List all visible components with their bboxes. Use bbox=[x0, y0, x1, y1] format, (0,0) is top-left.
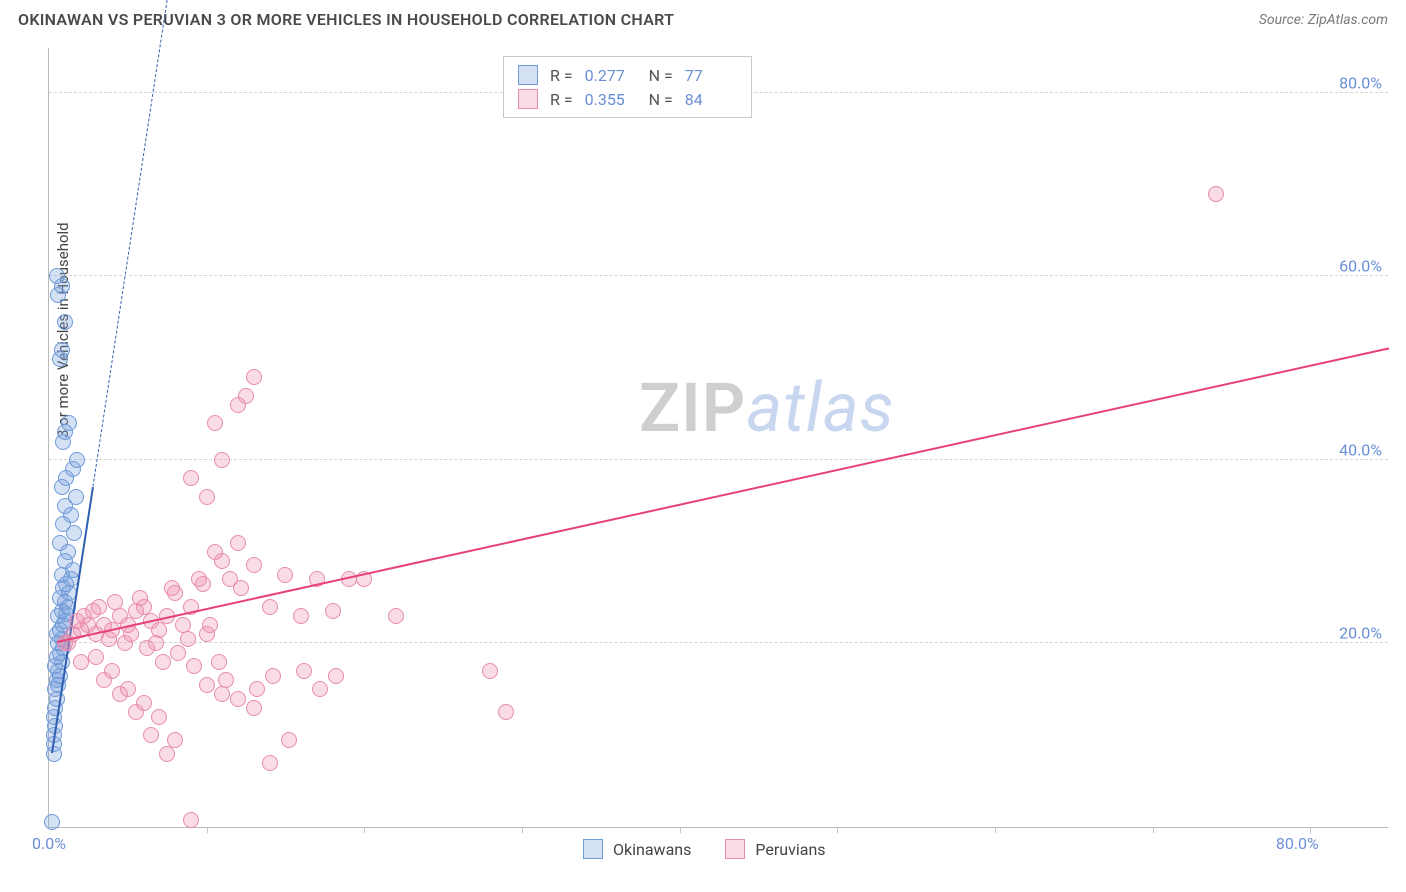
data-point bbox=[199, 677, 215, 693]
data-point bbox=[328, 668, 344, 684]
regression-dash bbox=[93, 1, 168, 487]
x-tick bbox=[207, 827, 208, 833]
data-point bbox=[1208, 186, 1224, 202]
data-point bbox=[214, 452, 230, 468]
data-point bbox=[238, 388, 254, 404]
data-point bbox=[61, 415, 77, 431]
data-point bbox=[211, 654, 227, 670]
data-point bbox=[49, 268, 65, 284]
data-point bbox=[159, 746, 175, 762]
data-point bbox=[265, 668, 281, 684]
data-point bbox=[186, 658, 202, 674]
data-point bbox=[312, 681, 328, 697]
data-point bbox=[164, 580, 180, 596]
data-point bbox=[230, 535, 246, 551]
legend-swatch bbox=[583, 839, 603, 859]
data-point bbox=[151, 709, 167, 725]
legend-label: Peruvians bbox=[755, 840, 825, 859]
data-point bbox=[96, 672, 112, 688]
gridline bbox=[49, 642, 1388, 643]
x-tick-label: 0.0% bbox=[32, 834, 66, 853]
y-tick-label: 60.0% bbox=[1339, 257, 1382, 276]
data-point bbox=[214, 553, 230, 569]
watermark: ZIPatlas bbox=[639, 368, 895, 448]
data-point bbox=[54, 342, 70, 358]
data-point bbox=[482, 663, 498, 679]
x-tick bbox=[1153, 827, 1154, 833]
data-point bbox=[170, 645, 186, 661]
x-tick bbox=[364, 827, 365, 833]
data-point bbox=[73, 654, 89, 670]
data-point bbox=[57, 314, 73, 330]
legend-item: Okinawans bbox=[583, 839, 691, 859]
data-point bbox=[183, 470, 199, 486]
series-legend: Okinawans Peruvians bbox=[583, 839, 826, 859]
data-point bbox=[246, 557, 262, 573]
data-point bbox=[246, 700, 262, 716]
legend-swatch bbox=[725, 839, 745, 859]
data-point bbox=[132, 590, 148, 606]
data-point bbox=[388, 608, 404, 624]
data-point bbox=[183, 812, 199, 828]
data-point bbox=[296, 663, 312, 679]
data-point bbox=[91, 599, 107, 615]
data-point bbox=[277, 567, 293, 583]
data-point bbox=[199, 489, 215, 505]
legend-label: Okinawans bbox=[613, 840, 691, 859]
data-point bbox=[214, 686, 230, 702]
data-point bbox=[88, 649, 104, 665]
data-point bbox=[143, 727, 159, 743]
legend-item: Peruvians bbox=[725, 839, 825, 859]
x-tick bbox=[837, 827, 838, 833]
legend-swatch bbox=[518, 65, 538, 85]
data-point bbox=[148, 635, 164, 651]
gridline bbox=[49, 275, 1388, 276]
data-point bbox=[230, 691, 246, 707]
data-point bbox=[52, 535, 68, 551]
regression-line bbox=[57, 348, 1390, 644]
data-point bbox=[155, 654, 171, 670]
data-point bbox=[262, 755, 278, 771]
data-point bbox=[180, 631, 196, 647]
data-point bbox=[325, 603, 341, 619]
correlation-legend: R =0.277N =77R =0.355N =84 bbox=[503, 56, 752, 118]
y-tick-label: 20.0% bbox=[1339, 624, 1382, 643]
y-tick-label: 80.0% bbox=[1339, 73, 1382, 92]
correlation-legend-row: R =0.277N =77 bbox=[518, 63, 737, 87]
data-point bbox=[293, 608, 309, 624]
data-point bbox=[107, 594, 123, 610]
data-point bbox=[195, 576, 211, 592]
chart-title: OKINAWAN VS PERUVIAN 3 OR MORE VEHICLES … bbox=[18, 10, 674, 29]
data-point bbox=[233, 580, 249, 596]
data-point bbox=[112, 686, 128, 702]
data-point bbox=[262, 599, 278, 615]
data-point bbox=[101, 631, 117, 647]
data-point bbox=[249, 681, 265, 697]
data-point bbox=[68, 489, 84, 505]
data-point bbox=[44, 814, 60, 830]
x-tick-label: 80.0% bbox=[1276, 834, 1319, 853]
data-point bbox=[246, 369, 262, 385]
data-point bbox=[498, 704, 514, 720]
data-point bbox=[207, 415, 223, 431]
data-point bbox=[128, 704, 144, 720]
gridline bbox=[49, 459, 1388, 460]
x-tick bbox=[522, 827, 523, 833]
x-tick bbox=[1310, 827, 1311, 833]
x-tick bbox=[995, 827, 996, 833]
data-point bbox=[281, 732, 297, 748]
correlation-legend-row: R =0.355N =84 bbox=[518, 87, 737, 111]
y-tick-label: 40.0% bbox=[1339, 440, 1382, 459]
data-point bbox=[123, 626, 139, 642]
data-point bbox=[202, 617, 218, 633]
x-tick bbox=[680, 827, 681, 833]
scatter-chart: 3 or more Vehicles in Household ZIPatlas… bbox=[48, 48, 1388, 828]
data-point bbox=[69, 452, 85, 468]
source-label: Source: ZipAtlas.com bbox=[1259, 12, 1388, 28]
legend-swatch bbox=[518, 89, 538, 109]
